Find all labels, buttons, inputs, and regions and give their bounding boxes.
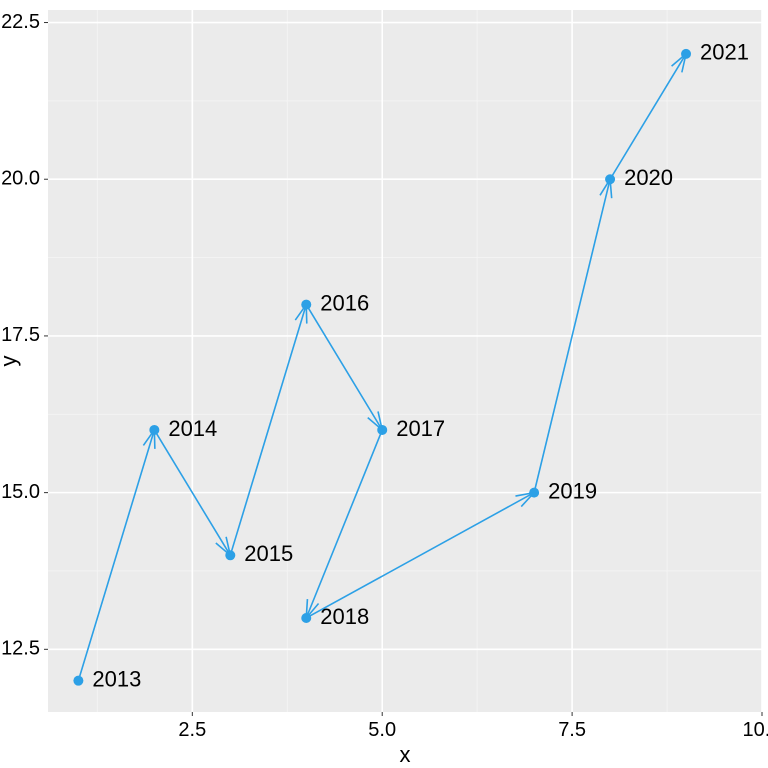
- y-axis-title: y: [0, 356, 21, 367]
- chart-container: 2013 2014 2015 2016 2017 2018 2019 2020 2021 2.5 5…: [0, 0, 768, 768]
- point-label: 2016: [320, 290, 369, 315]
- x-tick-label: 10.0: [743, 719, 768, 741]
- chart-svg: 2013 2014 2015 2016 2017 2018 2019 2020 2021 2.5 5…: [0, 0, 768, 768]
- y-tick-label: 12.5: [1, 638, 40, 660]
- y-tick-label: 15.0: [1, 481, 40, 503]
- x-tick-label: 5.0: [368, 719, 396, 741]
- y-tick-label: 17.5: [1, 324, 40, 346]
- point-label: 2018: [320, 604, 369, 629]
- y-tick-label: 20.0: [1, 168, 40, 190]
- point-label: 2013: [92, 666, 141, 691]
- point-label: 2020: [624, 165, 673, 190]
- point-label: 2015: [244, 541, 293, 566]
- y-tick-label: 22.5: [1, 11, 40, 33]
- point-label: 2014: [168, 416, 217, 441]
- x-tick-label: 2.5: [178, 719, 206, 741]
- point-label: 2021: [700, 40, 749, 65]
- x-tick-label: 7.5: [558, 719, 586, 741]
- x-axis-title: x: [400, 742, 411, 767]
- point-label: 2017: [396, 416, 445, 441]
- point-label: 2019: [548, 478, 597, 503]
